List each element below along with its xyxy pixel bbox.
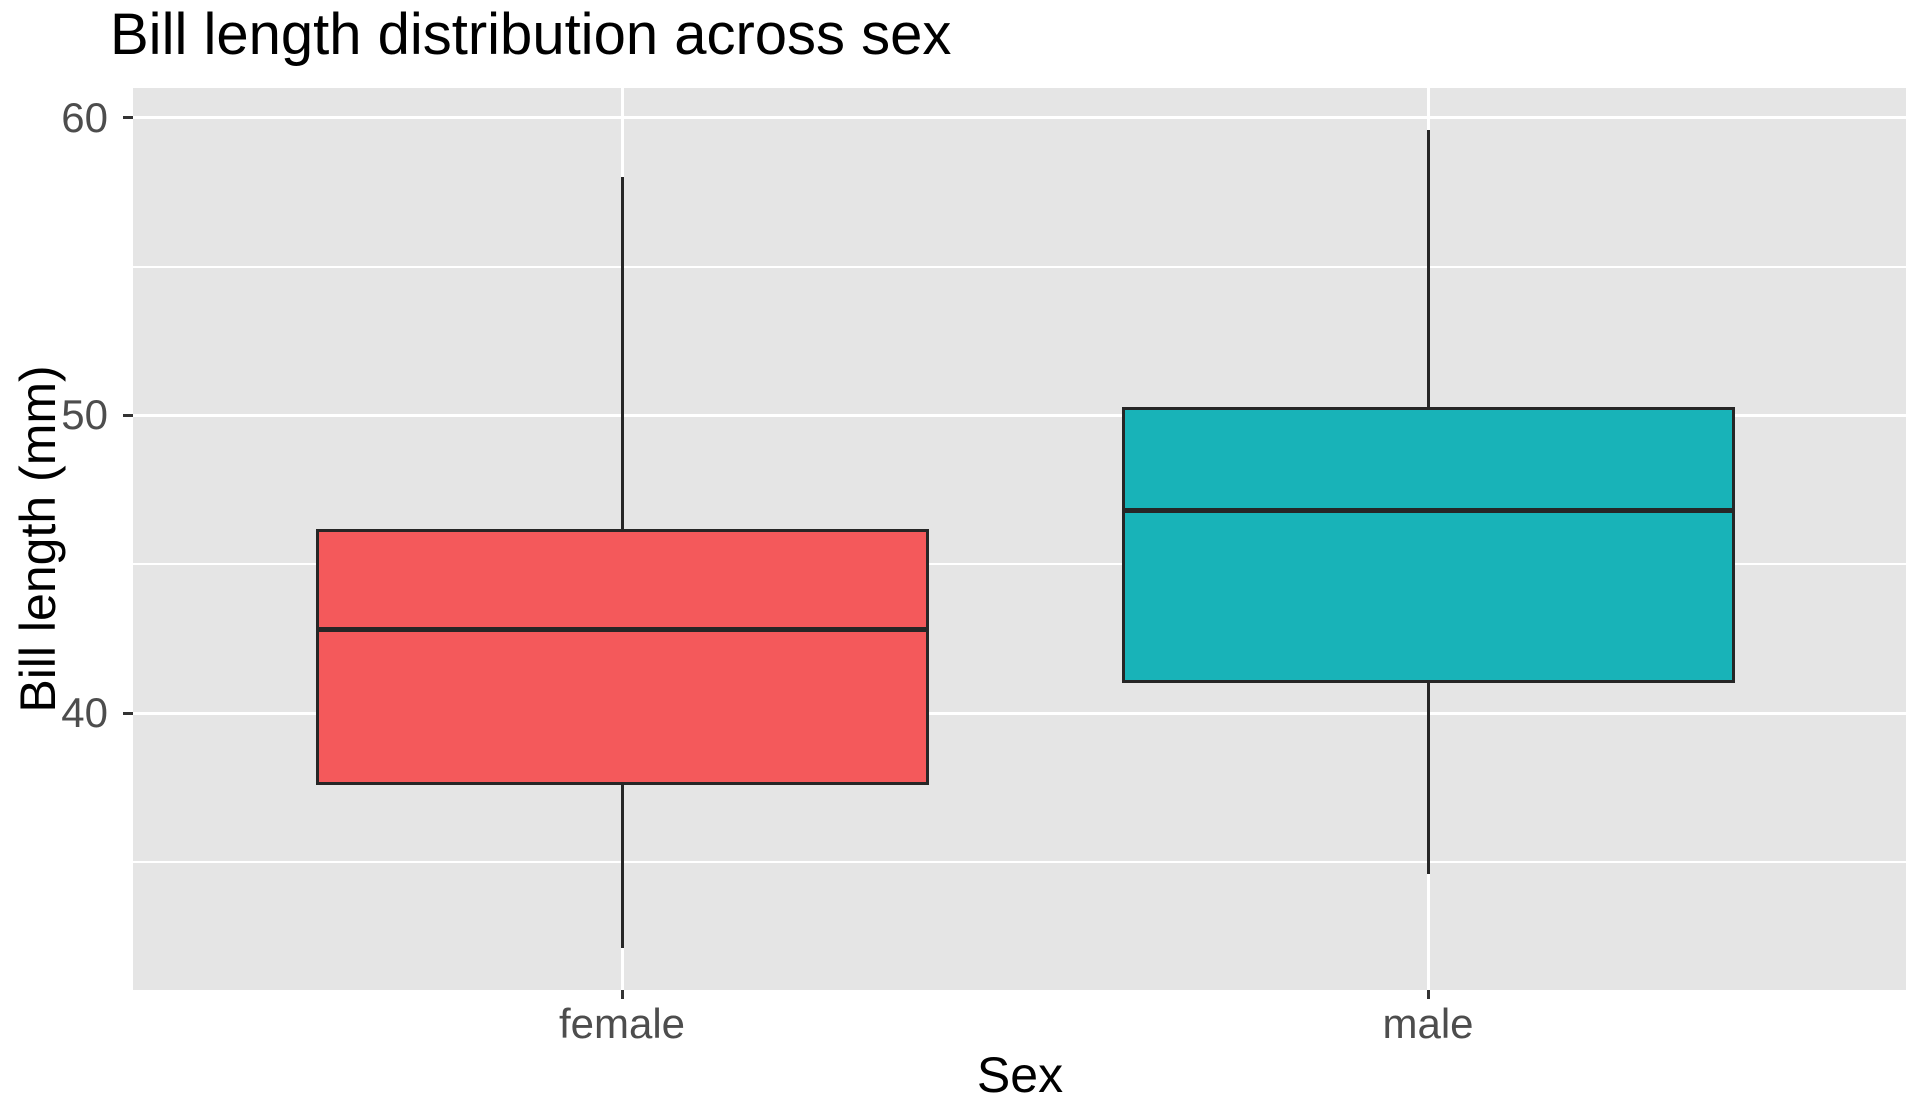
y-tick-40 <box>123 711 133 715</box>
y-tick-50 <box>123 413 133 417</box>
whisker-lower-female <box>620 784 624 949</box>
whisker-upper-male <box>1426 129 1430 407</box>
whisker-lower-male <box>1426 683 1430 874</box>
gridline-minor-y-55 <box>133 265 1906 268</box>
y-tick-label-50: 50 <box>61 391 108 439</box>
x-axis-title: Sex <box>976 1047 1064 1103</box>
x-tick-label-male: male <box>1382 1000 1474 1047</box>
gridline-major-y-40 <box>133 711 1906 715</box>
y-tick-label-60: 60 <box>61 93 108 141</box>
y-tick-label-40: 40 <box>61 689 108 737</box>
whisker-upper-female <box>620 177 624 529</box>
median-line-male <box>1121 508 1735 514</box>
box-male <box>1121 406 1735 684</box>
x-tick-label-female: female <box>558 1000 686 1047</box>
gridline-minor-y-45 <box>133 563 1906 566</box>
x-tick-male <box>1426 990 1430 999</box>
gridline-major-y-60 <box>133 116 1906 120</box>
gridline-major-y-50 <box>133 413 1906 417</box>
box-female <box>315 528 929 785</box>
x-tick-female <box>620 990 624 999</box>
plot-title: Bill length distribution across sex <box>110 2 952 67</box>
median-line-female <box>315 627 929 633</box>
y-tick-60 <box>123 116 133 120</box>
gridline-minor-y-35 <box>133 860 1906 863</box>
